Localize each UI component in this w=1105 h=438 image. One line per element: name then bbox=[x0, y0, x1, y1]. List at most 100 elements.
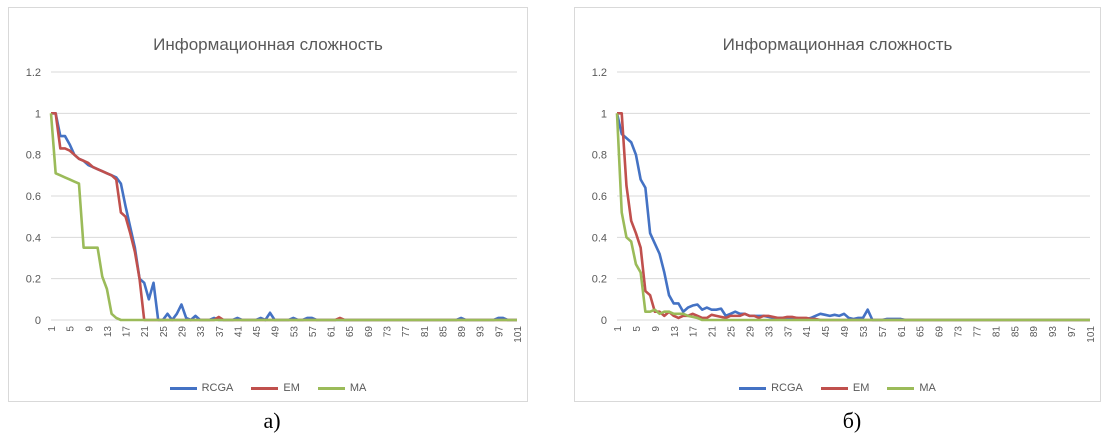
x-tick-label: 29 bbox=[177, 326, 188, 338]
series-line-rcga bbox=[615, 113, 1090, 322]
x-tick-label: 25 bbox=[159, 326, 170, 338]
x-tick-label: 69 bbox=[935, 326, 946, 338]
x-tick-label: 97 bbox=[1067, 326, 1078, 338]
x-tick-label: 33 bbox=[764, 326, 775, 338]
legend-item-em: EM bbox=[820, 380, 870, 396]
x-tick-label: 49 bbox=[840, 326, 851, 338]
x-tick-label: 13 bbox=[103, 326, 114, 338]
x-tick-label: 33 bbox=[196, 326, 207, 338]
legend-swatch bbox=[820, 386, 848, 390]
x-tick-label: 101 bbox=[1086, 326, 1097, 343]
chart-title-b: Информационная сложность bbox=[722, 35, 953, 54]
x-tick-label: 97 bbox=[494, 326, 505, 338]
y-tick-label: 0.4 bbox=[592, 232, 607, 244]
x-tick-label: 29 bbox=[745, 326, 756, 338]
x-tick-label: 73 bbox=[954, 326, 965, 338]
y-tick-label: 1.2 bbox=[26, 67, 41, 79]
y-tick-label: 0.8 bbox=[26, 150, 41, 162]
y-tick-label: 0.2 bbox=[592, 274, 607, 286]
legend-item-rcga: RCGA bbox=[169, 380, 234, 396]
y-tick-label: 1.2 bbox=[592, 67, 607, 79]
x-tick-label: 85 bbox=[438, 326, 449, 338]
legend-swatch bbox=[739, 386, 767, 390]
y-tick-label: 0.2 bbox=[26, 274, 41, 286]
caption-a: а) bbox=[263, 408, 281, 433]
series-line-em bbox=[617, 112, 1090, 322]
x-tick-label: 65 bbox=[916, 326, 927, 338]
legend-swatch bbox=[251, 386, 279, 390]
x-tick-label: 25 bbox=[727, 326, 738, 338]
x-tick-label: 1 bbox=[613, 326, 624, 332]
x-tick-label: 41 bbox=[233, 326, 244, 338]
series-line-ma bbox=[615, 113, 1090, 322]
x-tick-label: 89 bbox=[457, 326, 468, 338]
x-tick-label: 81 bbox=[991, 326, 1002, 338]
x-tick-label: 53 bbox=[859, 326, 870, 338]
x-tick-label: 45 bbox=[821, 326, 832, 338]
y-tick-label: 1 bbox=[601, 108, 607, 120]
y-tick-label: 0 bbox=[601, 315, 607, 327]
x-tick-label: 13 bbox=[670, 326, 681, 338]
x-tick-label: 65 bbox=[345, 326, 356, 338]
y-tick-label: 0.6 bbox=[26, 191, 41, 203]
x-tick-label: 1 bbox=[47, 326, 58, 332]
legend-label: MA bbox=[349, 382, 367, 394]
legend-label: RCGA bbox=[771, 382, 803, 394]
chart-title-a: Информационная сложность bbox=[153, 35, 383, 54]
x-tick-label: 81 bbox=[420, 326, 431, 338]
x-tick-label: 37 bbox=[215, 326, 226, 338]
x-tick-label: 57 bbox=[878, 326, 889, 338]
legend-swatch bbox=[317, 386, 345, 390]
legend-b: RCGA EM MA bbox=[575, 380, 1100, 396]
series-line-em bbox=[51, 112, 517, 322]
x-tick-label: 17 bbox=[122, 326, 133, 338]
x-tick-label: 21 bbox=[140, 326, 151, 338]
x-tick-label: 61 bbox=[897, 326, 908, 338]
legend-item-em: EM bbox=[251, 380, 300, 396]
y-tick-label: 0.4 bbox=[26, 232, 41, 244]
x-tick-label: 49 bbox=[271, 326, 282, 338]
x-tick-label: 61 bbox=[327, 326, 338, 338]
caption-b: б) bbox=[842, 408, 862, 433]
x-tick-label: 5 bbox=[632, 326, 643, 332]
x-tick-label: 45 bbox=[252, 326, 263, 338]
legend-label: EM bbox=[852, 382, 870, 394]
legend-swatch bbox=[169, 386, 197, 390]
legend-swatch bbox=[887, 386, 915, 390]
x-tick-label: 17 bbox=[689, 326, 700, 338]
x-tick-label: 93 bbox=[476, 326, 487, 338]
x-tick-label: 93 bbox=[1048, 326, 1059, 338]
x-tick-label: 57 bbox=[308, 326, 319, 338]
x-tick-label: 89 bbox=[1029, 326, 1040, 338]
x-tick-label: 77 bbox=[401, 326, 412, 338]
legend-label: MA bbox=[919, 382, 936, 394]
x-tick-label: 41 bbox=[802, 326, 813, 338]
y-tick-label: 0 bbox=[35, 315, 41, 327]
x-tick-label: 101 bbox=[513, 326, 524, 343]
x-tick-label: 53 bbox=[289, 326, 300, 338]
x-tick-label: 21 bbox=[708, 326, 719, 338]
legend-label: EM bbox=[283, 382, 300, 394]
x-tick-label: 73 bbox=[383, 326, 394, 338]
legend-a: RCGA EM MA bbox=[9, 380, 527, 396]
x-tick-label: 85 bbox=[1010, 326, 1021, 338]
chart-svg-a: 0 0.2 0.4 0.6 0.8 1 1.2 1 5 9 13 17 21 25 29 33 37 41 45 49… bbox=[26, 67, 524, 343]
series-line-ma bbox=[49, 113, 517, 322]
x-tick-label: 69 bbox=[364, 326, 375, 338]
legend-item-ma: MA bbox=[887, 380, 936, 396]
y-tick-label: 0.6 bbox=[592, 191, 607, 203]
chart-svg-b: 0 0.2 0.4 0.6 0.8 1 1.2 1 5 9 13 17 21 25 29 33 37 41 45 49… bbox=[592, 67, 1097, 343]
x-tick-label: 9 bbox=[84, 326, 95, 332]
series-line-rcga bbox=[51, 112, 517, 322]
x-tick-label: 5 bbox=[66, 326, 77, 332]
y-tick-label: 1 bbox=[35, 108, 41, 120]
legend-item-rcga: RCGA bbox=[739, 380, 803, 396]
x-tick-label: 9 bbox=[651, 326, 662, 332]
legend-item-ma: MA bbox=[317, 380, 367, 396]
x-tick-label: 37 bbox=[783, 326, 794, 338]
x-tick-label: 77 bbox=[972, 326, 983, 338]
legend-label: RCGA bbox=[201, 382, 234, 394]
chart-area-a: Информационная сложность 0 0.2 0.4 0.6 0.8 1 1… bbox=[8, 7, 528, 402]
y-tick-label: 0.8 bbox=[592, 150, 607, 162]
chart-area-b: Информационная сложность 0 0.2 0.4 0.6 0.8 1 1… bbox=[574, 7, 1101, 402]
